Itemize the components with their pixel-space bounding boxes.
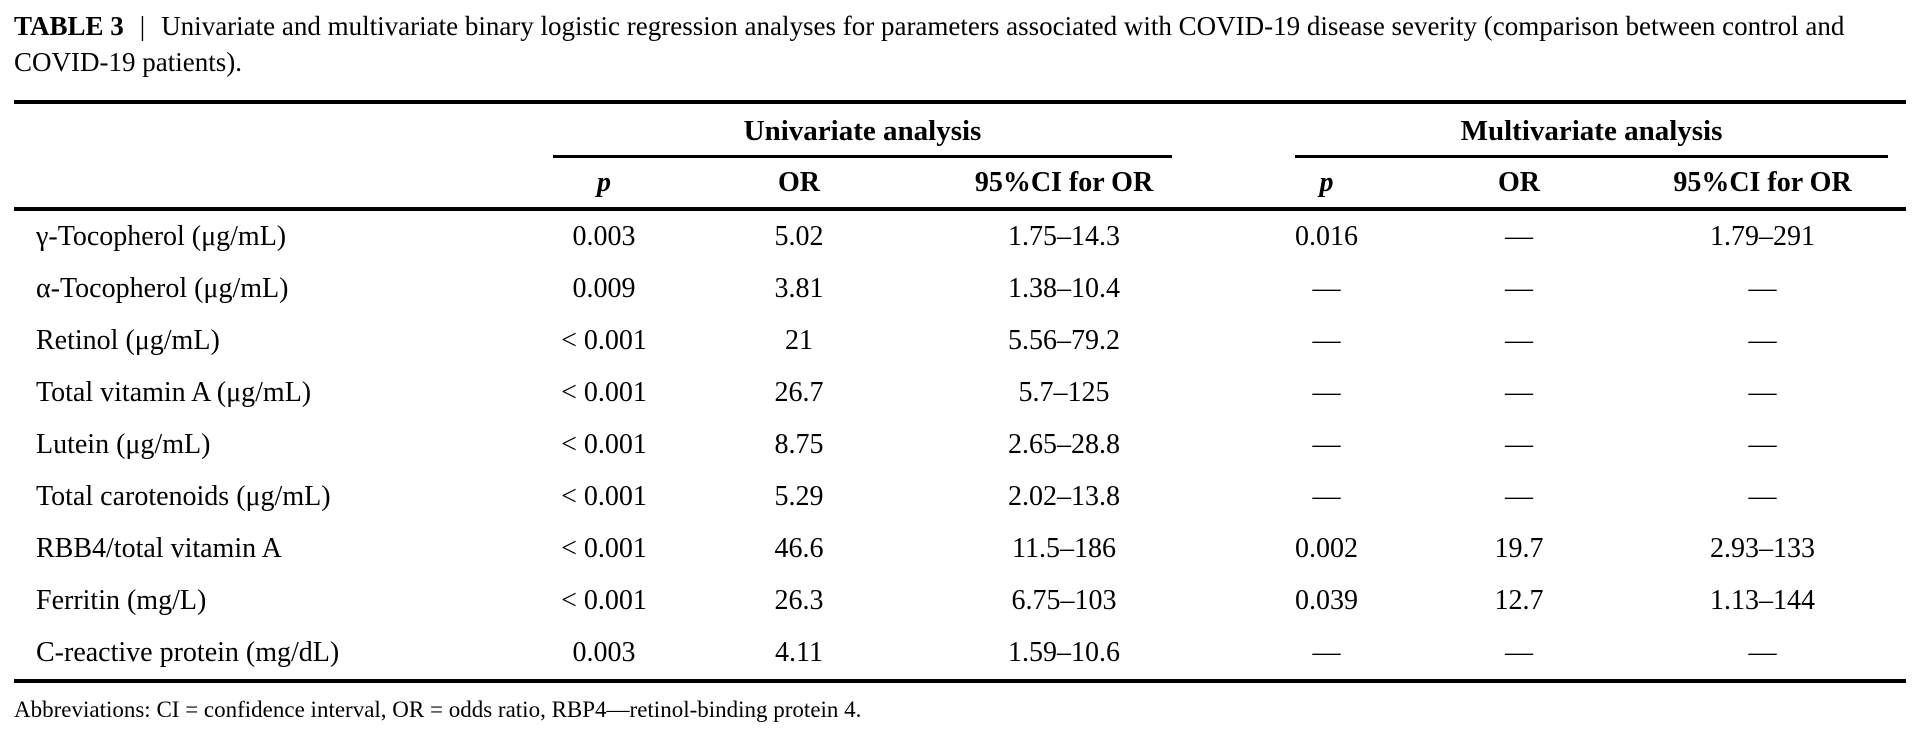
table-caption: TABLE 3 | Univariate and multivariate bina… (0, 0, 1924, 80)
cell-multi-or: — (1505, 481, 1533, 512)
cell-multi-p: — (1312, 325, 1341, 356)
cell-uni-or: 3.81 (774, 273, 824, 304)
column-header-multi-or: OR (1419, 158, 1619, 211)
cell-multi-or: — (1419, 627, 1619, 683)
cell-uni-p: 0.003 (504, 627, 704, 683)
cell-multi-p: — (1312, 377, 1341, 408)
cell-multi-or: — (1505, 273, 1533, 304)
table-row: Ferritin (mg/L) < 0.001 26.3 6.75–103 0.… (14, 575, 1906, 627)
cell-uni-ci: 2.02–13.8 (1008, 481, 1120, 512)
table-row: Total vitamin A (μg/mL) < 0.001 26.7 5.7… (14, 367, 1906, 419)
cell-uni-ci: 6.75–103 (1011, 585, 1117, 616)
cell-parameter: Lutein (μg/mL) (36, 429, 211, 460)
group-header-multivariate: Multivariate analysis (1234, 102, 1906, 158)
cell-uni-ci: 1.38–10.4 (1008, 273, 1120, 304)
cell-parameter: Total carotenoids (μg/mL) (36, 481, 331, 512)
cell-uni-or: 8.75 (774, 429, 824, 460)
table-row: Retinol (μg/mL) < 0.001 21 5.56–79.2 — —… (14, 315, 1906, 367)
cell-uni-ci: 5.56–79.2 (1008, 325, 1120, 356)
cell-multi-ci: — (1748, 481, 1777, 512)
table-row: Total carotenoids (μg/mL) < 0.001 5.29 2… (14, 471, 1906, 523)
cell-uni-p: < 0.001 (561, 325, 647, 356)
cell-multi-ci: — (1748, 377, 1777, 408)
cell-multi-p: 0.002 (1295, 533, 1358, 564)
column-header-uni-ci: 95%CI for OR (894, 158, 1234, 211)
column-header-parameter (14, 158, 504, 211)
cell-parameter: Retinol (μg/mL) (36, 325, 220, 356)
column-header-uni-or: OR (704, 158, 894, 211)
abbreviations-footnote: Abbreviations: CI = confidence interval,… (14, 697, 862, 722)
cell-multi-p: — (1312, 429, 1341, 460)
regression-table: Univariate analysis Multivariate analysi… (14, 100, 1907, 683)
table-row: Lutein (μg/mL) < 0.001 8.75 2.65–28.8 — … (14, 419, 1906, 471)
cell-parameter: α-Tocopherol (μg/mL) (36, 273, 289, 304)
cell-uni-ci: 1.59–10.6 (894, 627, 1234, 683)
cell-uni-p: < 0.001 (561, 533, 647, 564)
cell-uni-ci: 5.7–125 (1018, 377, 1110, 408)
cell-multi-or: — (1505, 221, 1533, 252)
cell-multi-or: — (1505, 377, 1533, 408)
cell-uni-or: 5.02 (774, 221, 824, 252)
cell-multi-ci: 1.13–144 (1710, 585, 1815, 616)
cell-uni-or: 21 (785, 325, 813, 356)
cell-multi-or: 19.7 (1494, 533, 1544, 564)
cell-parameter: RBB4/total vitamin A (36, 533, 282, 564)
cell-uni-ci: 1.75–14.3 (1008, 221, 1120, 252)
cell-uni-p: 0.003 (572, 221, 636, 252)
column-header-uni-p: p (504, 158, 704, 211)
cell-multi-or: — (1505, 429, 1533, 460)
group-header-univariate: Univariate analysis (504, 102, 1234, 158)
cell-multi-ci: — (1748, 325, 1777, 356)
table-row: RBB4/total vitamin A < 0.001 46.6 11.5–1… (14, 523, 1906, 575)
cell-parameter: Ferritin (mg/L) (36, 585, 207, 616)
cell-multi-ci: — (1748, 429, 1777, 460)
group-header-univariate-label: Univariate analysis (553, 115, 1172, 158)
cell-uni-or: 4.11 (704, 627, 894, 683)
cell-multi-or: 12.7 (1494, 585, 1544, 616)
cell-multi-ci: — (1748, 273, 1777, 304)
group-header-row: Univariate analysis Multivariate analysi… (14, 102, 1906, 158)
table-row: γ-Tocopherol (μg/mL) 0.003 5.02 1.75–14.… (14, 209, 1906, 263)
cell-parameter: γ-Tocopherol (μg/mL) (36, 221, 287, 252)
group-header-spacer (14, 102, 504, 158)
caption-text: Univariate and multivariate binary logis… (14, 11, 1845, 77)
cell-multi-p: — (1312, 273, 1341, 304)
column-header-multi-p: p (1234, 158, 1419, 211)
cell-multi-p: — (1312, 481, 1341, 512)
cell-multi-ci: 1.79–291 (1710, 221, 1815, 252)
cell-uni-or: 46.6 (774, 533, 824, 564)
cell-uni-ci: 2.65–28.8 (1008, 429, 1120, 460)
table-row: C-reactive protein (mg/dL) 0.003 4.11 1.… (14, 627, 1907, 683)
cell-parameter: Total vitamin A (μg/mL) (36, 377, 312, 408)
cell-uni-or: 26.7 (774, 377, 824, 408)
cell-multi-ci: 2.93–133 (1710, 533, 1815, 564)
cell-multi-or: — (1505, 325, 1533, 356)
caption-separator: | (139, 11, 146, 41)
caption-label: TABLE 3 (14, 11, 124, 41)
cell-uni-or: 5.29 (774, 481, 824, 512)
cell-multi-p: 0.016 (1295, 221, 1358, 252)
column-header-row: p OR 95%CI for OR p OR 95%CI for OR (14, 158, 1907, 211)
group-header-multivariate-label: Multivariate analysis (1295, 115, 1889, 158)
table-row: α-Tocopherol (μg/mL) 0.009 3.81 1.38–10.… (14, 263, 1906, 315)
cell-uni-or: 26.3 (774, 585, 824, 616)
cell-uni-p: < 0.001 (561, 377, 647, 408)
column-header-multi-ci: 95%CI for OR (1619, 158, 1907, 211)
cell-uni-p: < 0.001 (561, 429, 647, 460)
cell-uni-p: 0.009 (572, 273, 636, 304)
cell-uni-ci: 11.5–186 (1012, 533, 1116, 564)
cell-uni-p: < 0.001 (561, 481, 647, 512)
cell-parameter: C-reactive protein (mg/dL) (14, 627, 504, 683)
cell-multi-ci: — (1619, 627, 1907, 683)
cell-multi-p: 0.039 (1295, 585, 1358, 616)
cell-multi-p: — (1234, 627, 1419, 683)
cell-uni-p: < 0.001 (561, 585, 647, 616)
